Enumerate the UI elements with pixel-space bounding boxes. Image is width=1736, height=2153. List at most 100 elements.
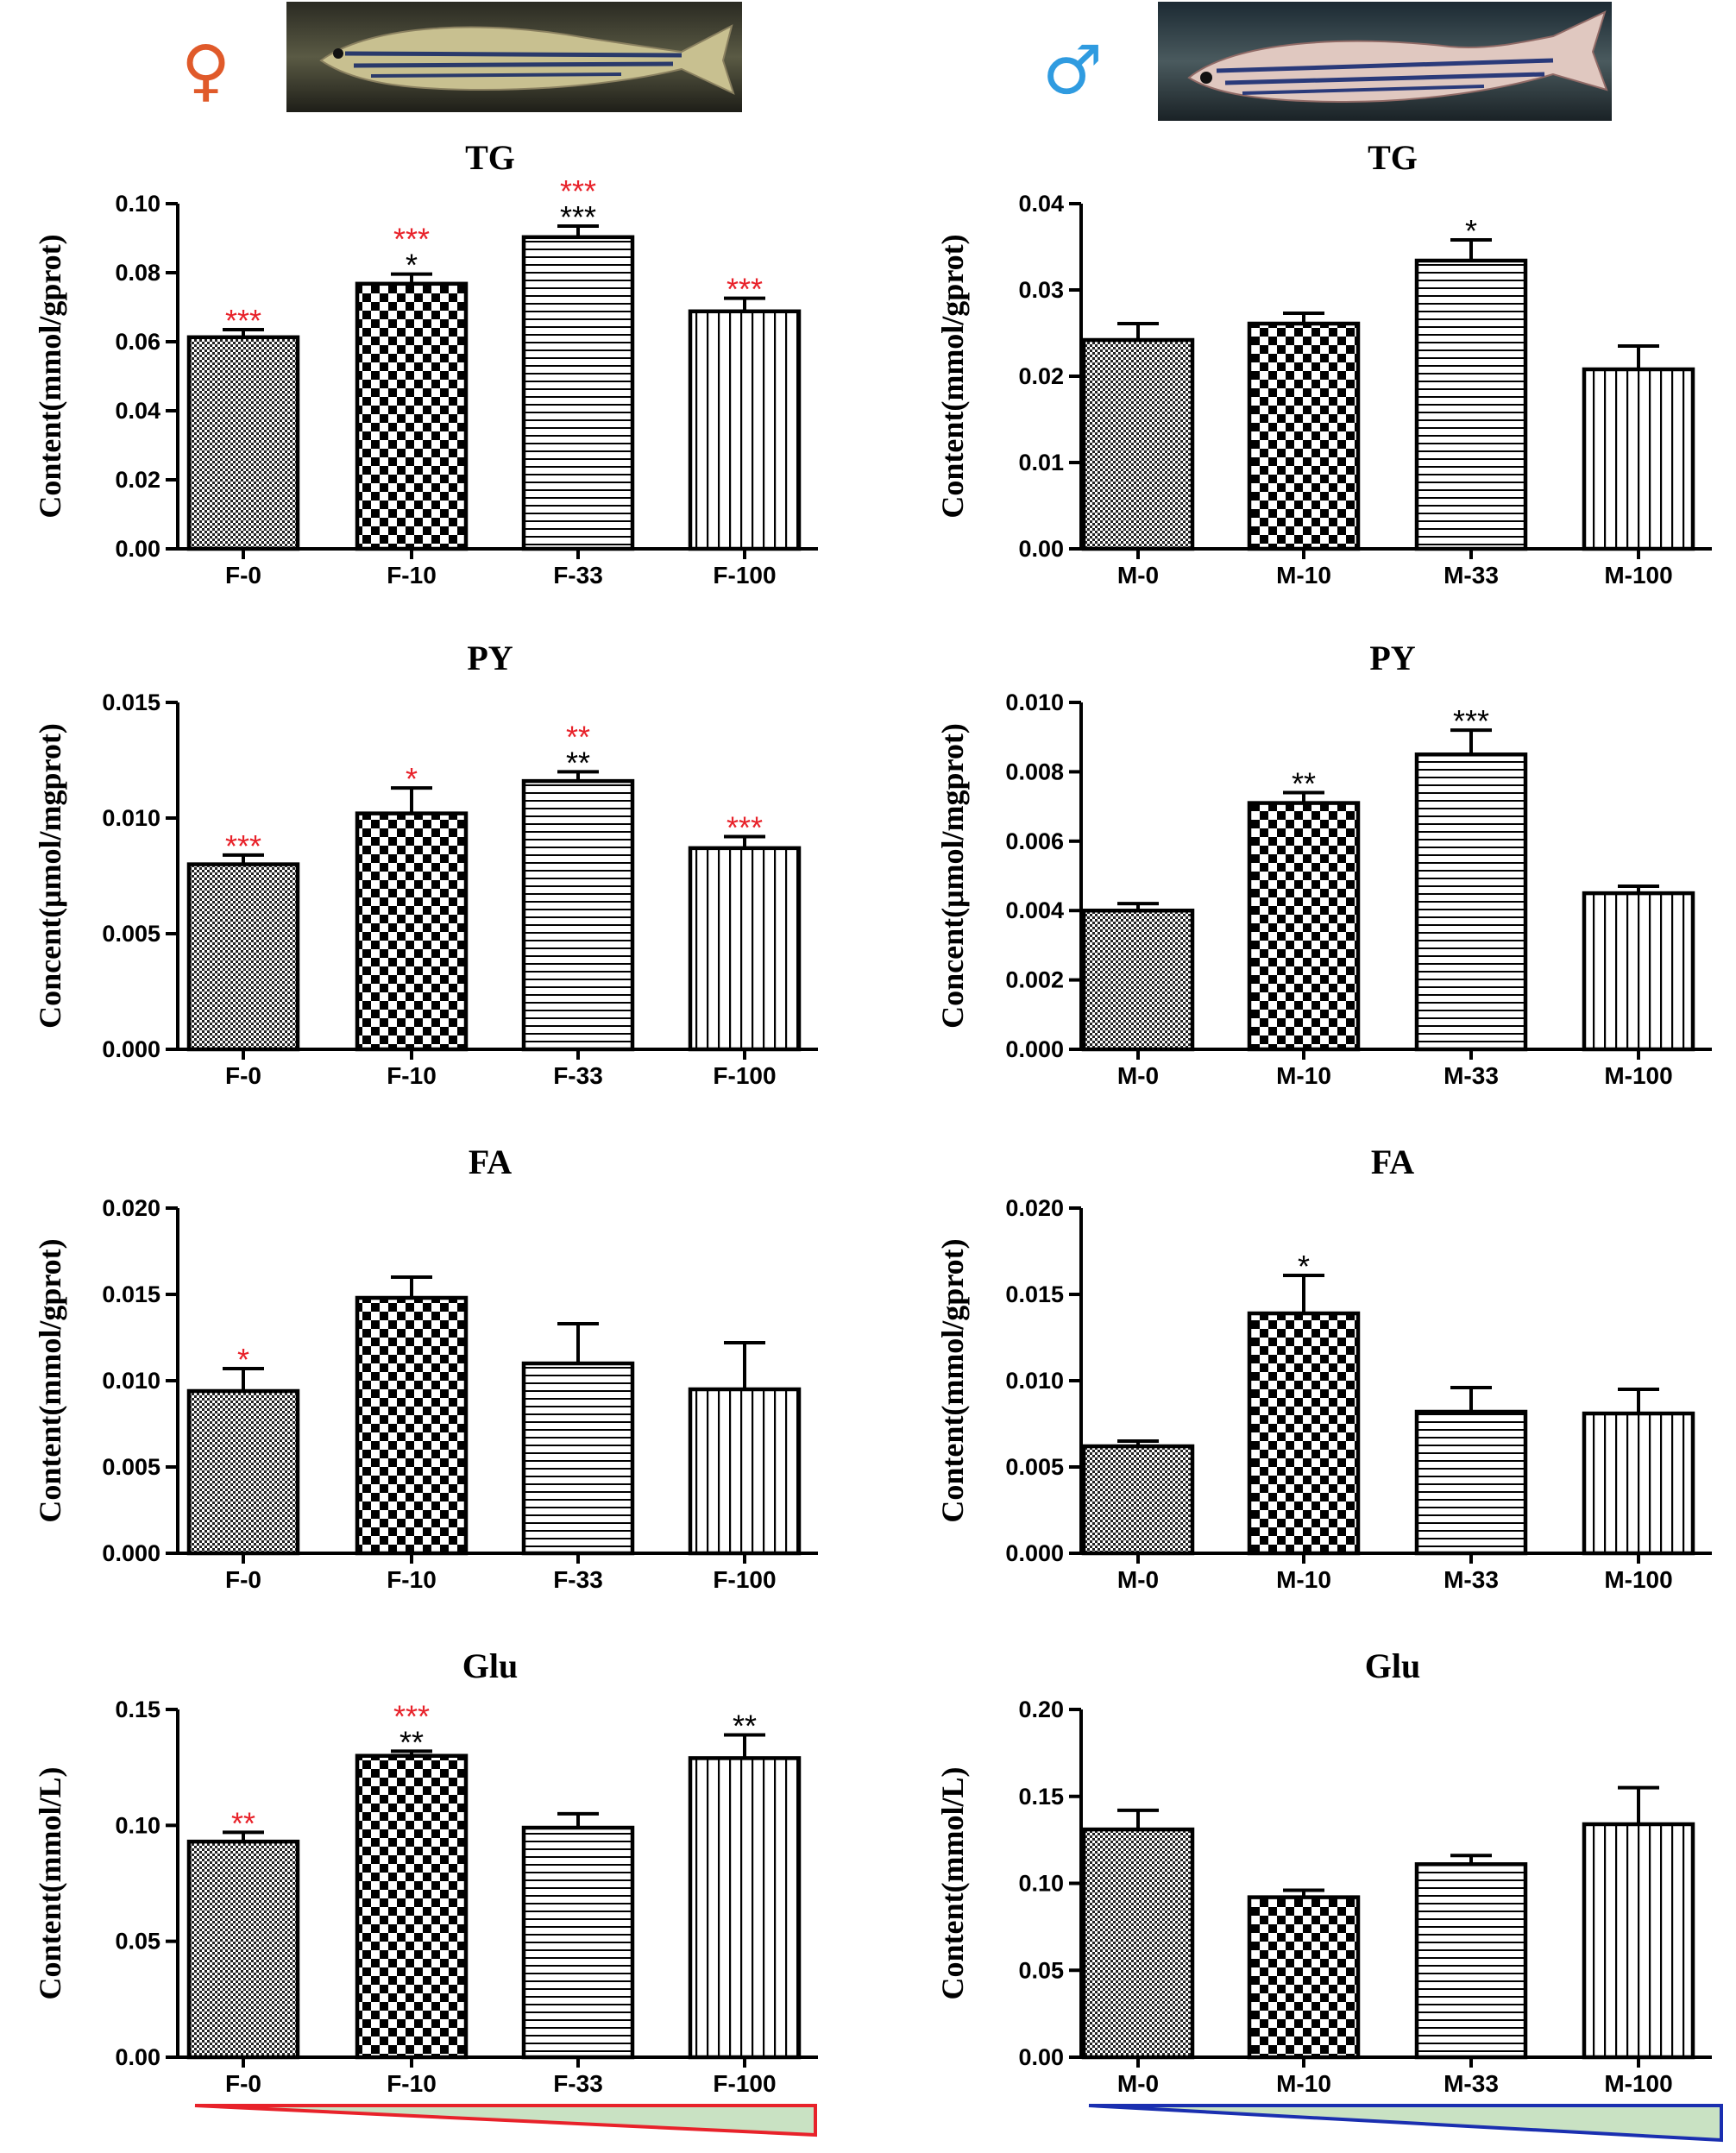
chart-tg-male: TG Content(mmol/gprot) 0.00 0.01 0.02 0.03 0.0…	[935, 138, 1712, 589]
x-tick-label: M-33	[1444, 2070, 1499, 2097]
bar-f-0	[186, 335, 300, 551]
y-tick-label: 0.010	[1005, 689, 1064, 715]
y-axis-label: Content(mmol/gprot)	[935, 1238, 970, 1522]
significance-marker-black: **	[566, 745, 590, 780]
chart-title: TG	[1368, 138, 1418, 177]
y-tick-label: 0.00	[115, 2044, 160, 2070]
bar-m-100	[1582, 1822, 1695, 2060]
y-tick-label: 0.000	[1005, 1540, 1064, 1566]
chart-title: FA	[469, 1143, 512, 1181]
bar-m-33	[1414, 1409, 1528, 1556]
significance-marker-black: *	[1298, 1249, 1310, 1284]
y-tick-label: 0.015	[1005, 1281, 1064, 1307]
y-tick-label: 0.006	[1005, 828, 1064, 854]
significance-marker-red: ***	[393, 1698, 430, 1734]
significance-marker-red: **	[566, 719, 590, 754]
y-tick-label: 0.20	[1018, 1697, 1064, 1722]
significance-marker-black: *	[406, 248, 418, 283]
bar-m-10	[1247, 1311, 1361, 1556]
y-tick-label: 0.15	[115, 1697, 160, 1722]
chart-title: TG	[465, 138, 515, 177]
x-tick-label: F-0	[225, 562, 261, 589]
y-tick-label: 0.020	[102, 1195, 160, 1221]
bar-m-0	[1081, 908, 1195, 1052]
x-tick-label: F-100	[713, 1062, 776, 1089]
significance-marker-black: **	[399, 1724, 424, 1760]
y-axis-label: Content(mmol/gprot)	[33, 234, 67, 518]
bar-f-0	[186, 1839, 300, 2060]
x-tick-label: F-10	[387, 562, 437, 589]
bar-f-0	[186, 862, 300, 1052]
bar-f-33	[521, 778, 635, 1052]
significance-marker-black: ***	[560, 199, 596, 235]
bar-m-10	[1247, 321, 1361, 551]
significance-marker-red: ***	[225, 828, 261, 864]
female-dose-gradient-wedge	[194, 2104, 817, 2137]
x-tick-label: M-33	[1444, 1062, 1499, 1089]
y-tick-label: 0.008	[1005, 759, 1064, 784]
bar-f-33	[521, 1825, 635, 2060]
y-tick-label: 0.10	[1018, 1871, 1064, 1897]
significance-marker-red: ***	[726, 272, 763, 307]
bar-f-10	[355, 281, 469, 551]
y-tick-label: 0.010	[102, 1368, 160, 1394]
bar-m-0	[1081, 1827, 1195, 2060]
y-axis-label: Concent(μmol/mgprot)	[935, 723, 970, 1029]
chart-tg-female: TG Content(mmol/gprot) 0.00 0.02 0.04 0.06 0.0…	[33, 138, 818, 589]
bar-f-33	[521, 235, 635, 551]
x-tick-label: F-100	[713, 2070, 776, 2097]
y-tick-label: 0.015	[102, 1281, 160, 1307]
x-tick-label: F-33	[553, 1566, 603, 1593]
y-tick-label: 0.02	[115, 467, 160, 493]
bar-m-33	[1414, 258, 1528, 551]
y-tick-label: 0.010	[102, 805, 160, 831]
x-tick-label: M-10	[1276, 562, 1331, 589]
significance-marker-red: *	[237, 1342, 249, 1377]
chart-py-female: PY Concent(μmol/mgprot) 0.000 0.005 0.010 0.0…	[33, 639, 818, 1089]
x-tick-label: F-100	[713, 1566, 776, 1593]
chart-fa-male: FA Content(mmol/gprot) 0.000 0.005 0.010 0.01…	[935, 1143, 1712, 1593]
male-dose-gradient-wedge	[1088, 2104, 1723, 2143]
x-tick-label: F-33	[553, 1062, 603, 1089]
x-tick-label: M-100	[1604, 1062, 1672, 1089]
bar-m-10	[1247, 801, 1361, 1052]
x-tick-label: M-100	[1604, 2070, 1672, 2097]
chart-glu-female: Glu Content(mmol/L) 0.00 0.05 0.10 0.15 F-0 ** F…	[33, 1646, 818, 2097]
x-tick-label: M-0	[1117, 1566, 1159, 1593]
x-tick-label: M-0	[1117, 562, 1159, 589]
y-tick-label: 0.005	[1005, 1454, 1064, 1480]
x-tick-label: M-10	[1276, 2070, 1331, 2097]
bar-m-0	[1081, 337, 1195, 551]
x-tick-label: M-33	[1444, 1566, 1499, 1593]
female-zebrafish-photo	[286, 2, 742, 112]
chart-fa-female: FA Content(mmol/gprot) 0.000 0.005 0.010 0.01…	[33, 1143, 818, 1593]
x-tick-label: M-10	[1276, 1566, 1331, 1593]
x-tick-label: M-100	[1604, 1566, 1672, 1593]
bar-m-100	[1582, 1411, 1695, 1556]
y-axis-label: Content(mmol/L)	[33, 1767, 67, 2000]
x-tick-label: M-10	[1276, 1062, 1331, 1089]
significance-marker-red: *	[406, 761, 418, 796]
y-tick-label: 0.10	[115, 1812, 160, 1838]
y-axis-label: Content(mmol/L)	[935, 1767, 970, 2000]
male-zebrafish-photo	[1158, 2, 1612, 121]
x-tick-label: F-33	[553, 2070, 603, 2097]
male-symbol-icon: ♂	[1042, 32, 1103, 110]
y-tick-label: 0.005	[102, 1454, 160, 1480]
x-tick-label: M-0	[1117, 2070, 1159, 2097]
female-symbol-icon: ♀	[181, 32, 230, 110]
bar-f-10	[355, 1295, 469, 1556]
chart-title: PY	[467, 639, 513, 677]
bar-m-10	[1247, 1895, 1361, 2060]
x-tick-label: M-100	[1604, 562, 1672, 589]
x-tick-label: F-0	[225, 1062, 261, 1089]
y-tick-label: 0.015	[102, 689, 160, 715]
significance-marker-red: ***	[393, 222, 430, 257]
y-tick-label: 0.020	[1005, 1195, 1064, 1221]
bar-f-100	[688, 846, 802, 1052]
significance-marker-black: **	[733, 1709, 757, 1744]
y-tick-label: 0.15	[1018, 1784, 1064, 1810]
x-tick-label: M-0	[1117, 1062, 1159, 1089]
chart-title: PY	[1369, 639, 1415, 677]
